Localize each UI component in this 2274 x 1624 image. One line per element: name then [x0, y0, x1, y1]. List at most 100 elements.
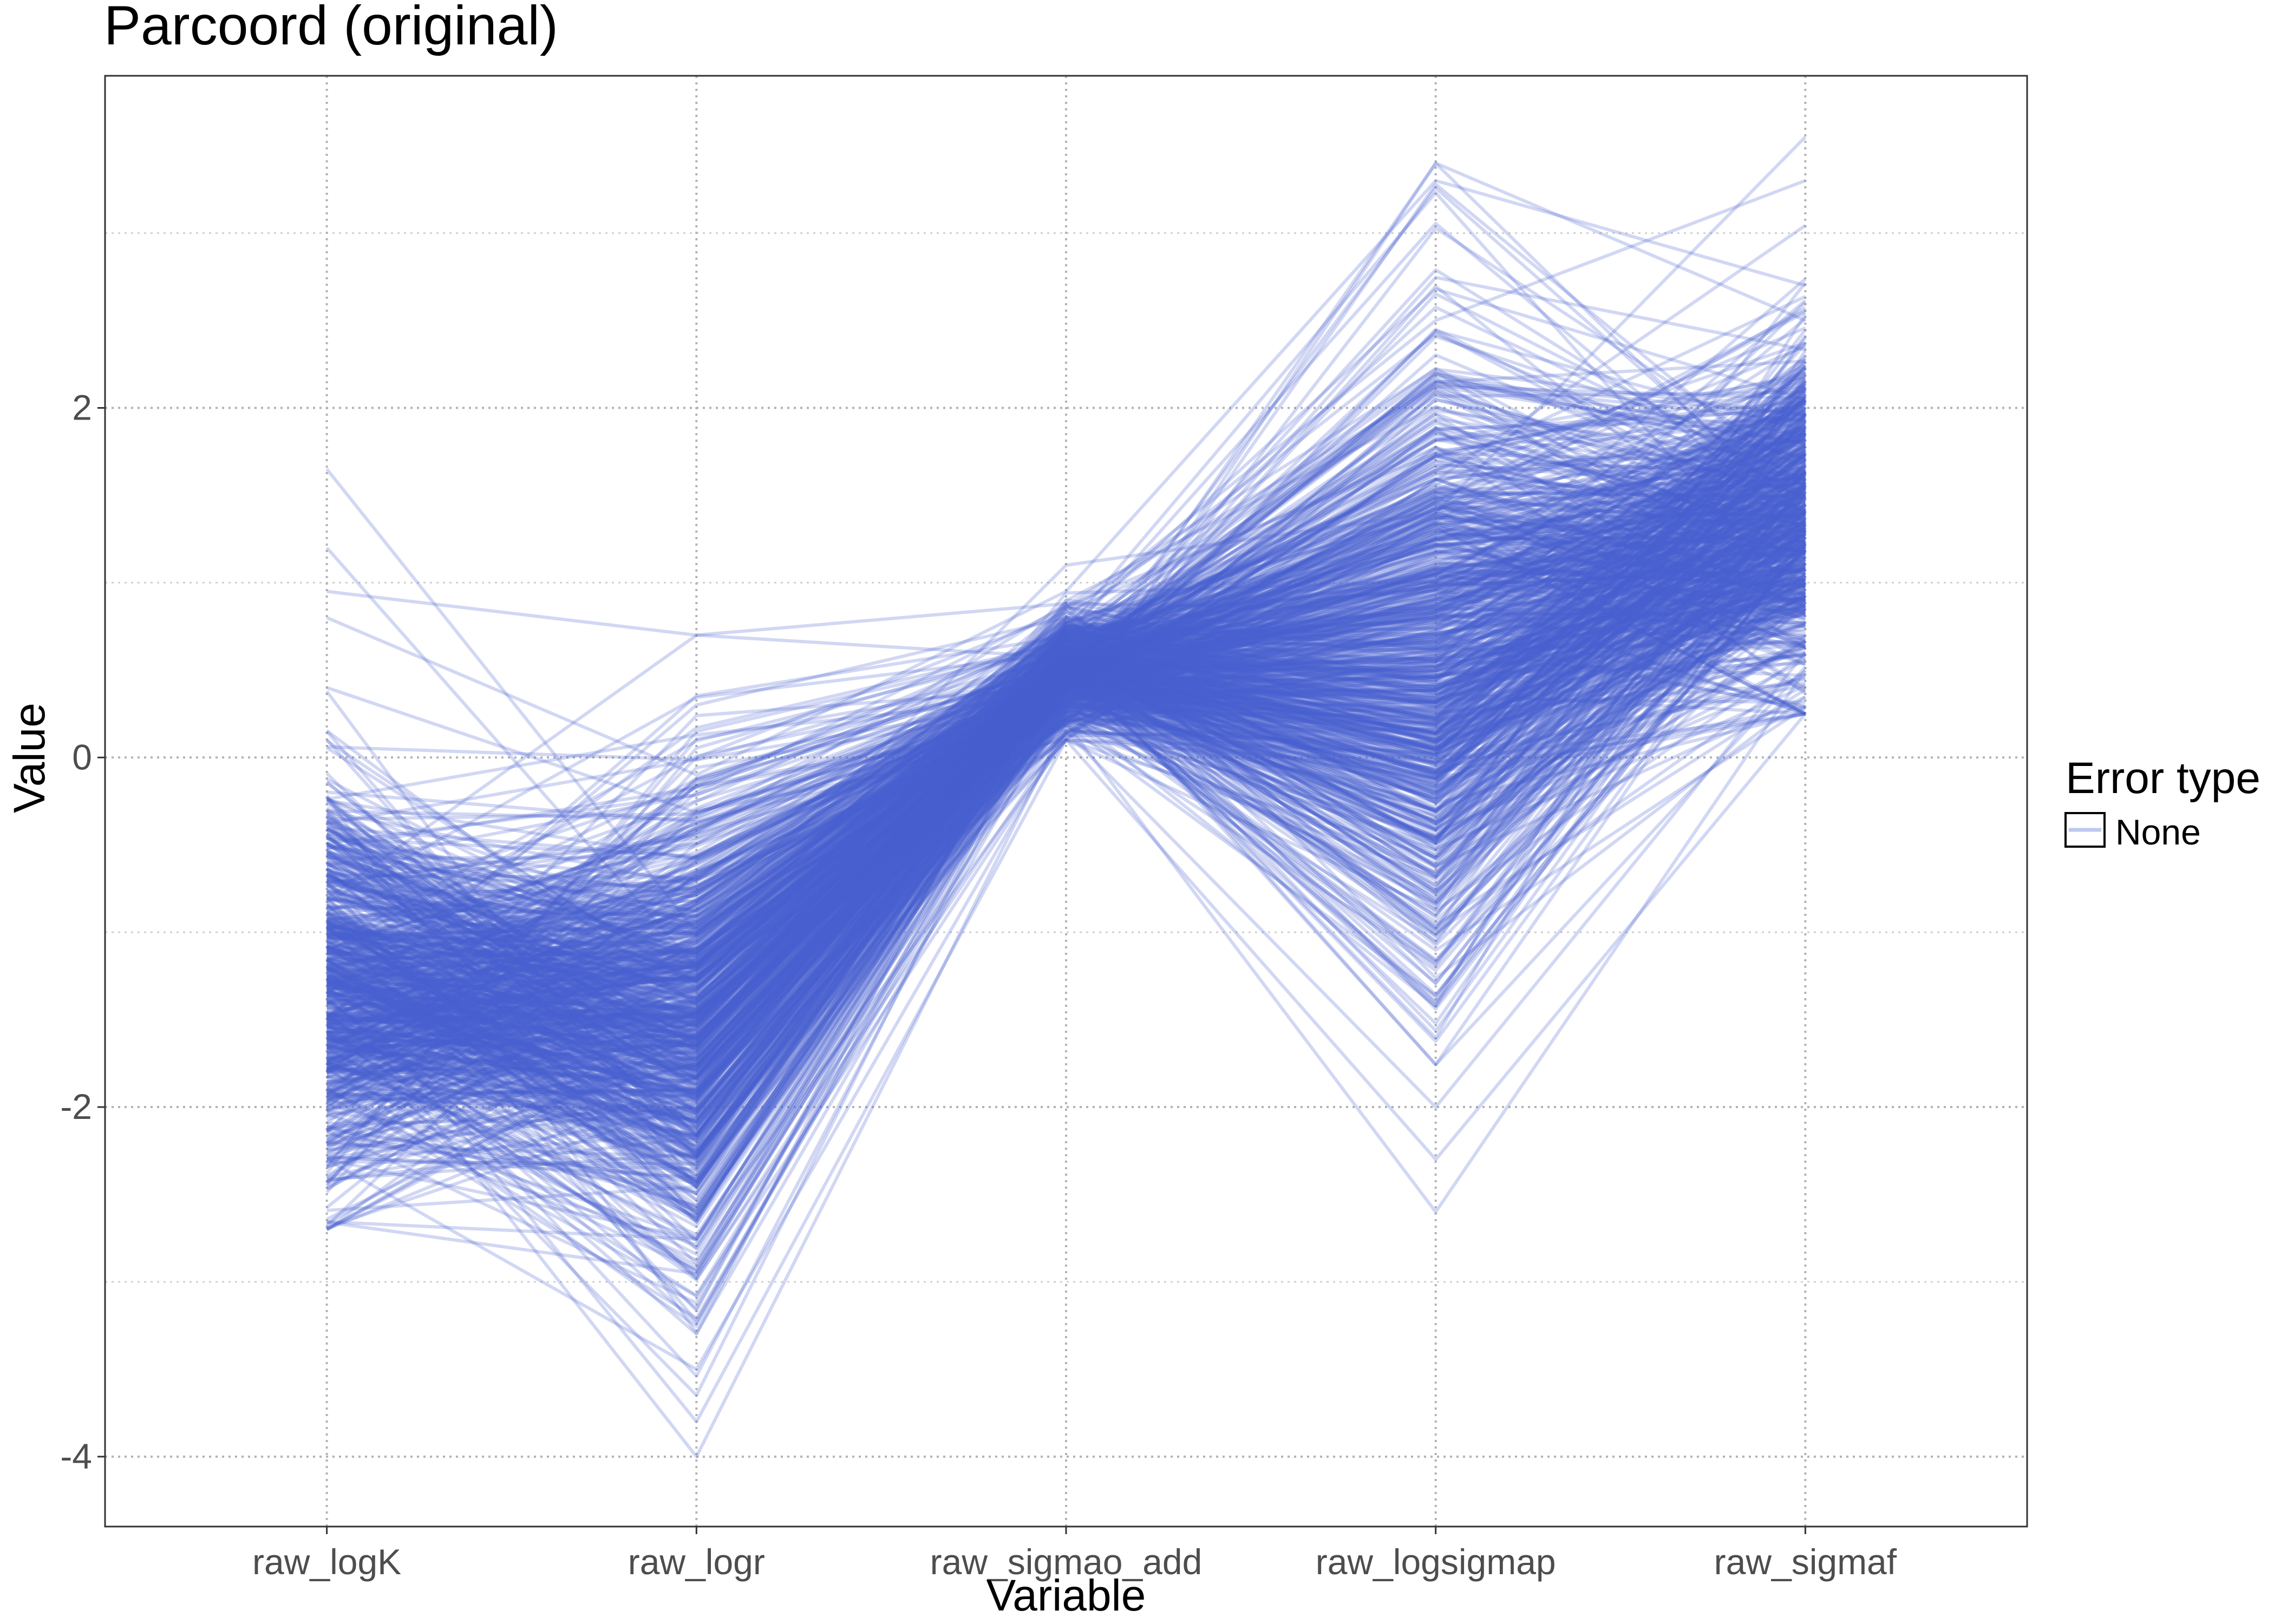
series-line: [326, 301, 1807, 1014]
series-line: [326, 452, 1807, 997]
series-line: [325, 479, 1806, 1279]
series-line: [326, 520, 1807, 1069]
series-line: [326, 561, 1806, 1163]
series-line: [326, 488, 1806, 1160]
series-line: [326, 591, 1806, 1095]
series-line: [326, 425, 1807, 1045]
series-line: [326, 344, 1806, 1034]
series-line: [326, 513, 1806, 821]
series-line: [326, 373, 1807, 1072]
series-line: [326, 596, 1806, 937]
series-line: [326, 305, 1806, 888]
series-line: [326, 632, 1806, 980]
series-line: [326, 569, 1806, 1188]
series-line: [326, 613, 1806, 963]
series-line: [326, 370, 1806, 981]
series-line: [326, 482, 1806, 1169]
series-line: [326, 415, 1806, 1085]
series-line: [326, 563, 1806, 1062]
series-line: [326, 408, 1807, 971]
series-line: [326, 436, 1807, 985]
series-line: [326, 400, 1806, 1084]
series-line: [326, 535, 1806, 859]
series-line: [326, 329, 1807, 860]
series-line: [326, 390, 1806, 1005]
series-line: [326, 541, 1806, 1070]
series-line: [326, 464, 1806, 1072]
series-line: [326, 591, 1806, 1017]
series-line: [326, 390, 1806, 983]
series-line: [326, 398, 1806, 919]
series-line: [325, 179, 1806, 1021]
series-line: [326, 520, 1806, 1103]
series-line: [326, 394, 1806, 1071]
series-line: [326, 512, 1807, 1093]
series-line: [326, 431, 1806, 1115]
series-line: [326, 386, 1806, 1000]
series-line: [326, 376, 1806, 1103]
series-line: [326, 464, 1807, 1016]
series-line: [326, 593, 1806, 1065]
series-line: [326, 572, 1806, 1051]
series-line: [326, 539, 1806, 1023]
series-line: [326, 487, 1806, 987]
series-line: [326, 481, 1807, 1226]
series-line: [326, 446, 1806, 1169]
series-line: [326, 414, 1807, 1057]
series-line: [326, 561, 1806, 1055]
series-line: [326, 477, 1806, 954]
series-line: [326, 397, 1806, 1018]
series-line: [326, 567, 1807, 1056]
series-line: [326, 460, 1807, 1073]
series-line: [326, 427, 1806, 1142]
series-line: [326, 504, 1806, 1231]
series-line: [326, 526, 1806, 1043]
series-line: [326, 468, 1806, 1024]
series-line: [325, 431, 1806, 1323]
series-line: [326, 464, 1807, 1124]
series-line: [326, 518, 1806, 1298]
series-line: [326, 574, 1806, 1101]
series-line: [326, 179, 1806, 777]
series-line: [325, 376, 1806, 1274]
series-line: [326, 450, 1806, 1037]
series-line: [326, 543, 1806, 1056]
series-line: [326, 431, 1806, 1023]
series-line: [326, 537, 1806, 1176]
series-line: [326, 526, 1806, 1028]
series-line: [326, 536, 1807, 1069]
series-line: [326, 398, 1807, 1079]
series-line: [326, 474, 1806, 955]
series-line: [326, 610, 1806, 893]
series-line: [326, 536, 1806, 1022]
series-line: [326, 482, 1806, 968]
series-line: [326, 287, 1806, 1051]
x-tick-label: raw_logsigmap: [1316, 1542, 1556, 1582]
series-line: [325, 409, 1806, 1093]
series-line: [326, 522, 1806, 1086]
series-line: [326, 433, 1806, 1184]
series-line: [325, 506, 1806, 1074]
series-line: [326, 445, 1806, 1056]
series-line: [326, 473, 1807, 1041]
series-line: [326, 368, 1806, 972]
series-line: [326, 615, 1806, 1007]
series-line: [326, 379, 1806, 972]
series-line: [326, 420, 1807, 1125]
series-line: [326, 182, 1807, 1158]
series-line: [326, 452, 1807, 995]
series-line: [326, 576, 1806, 1047]
series-line: [325, 365, 1807, 1168]
series-line: [326, 531, 1807, 1142]
series-lines: [325, 135, 1807, 1458]
series-line: [326, 534, 1806, 1047]
series-line: [325, 494, 1807, 1184]
series-line: [326, 586, 1806, 968]
series-line: [325, 509, 1807, 1160]
series-line: [326, 579, 1806, 1096]
series-line: [326, 571, 1806, 995]
series-line: [325, 412, 1807, 1180]
series-line: [326, 524, 1806, 1019]
series-line: [326, 575, 1806, 975]
series-line: [326, 386, 1806, 1124]
